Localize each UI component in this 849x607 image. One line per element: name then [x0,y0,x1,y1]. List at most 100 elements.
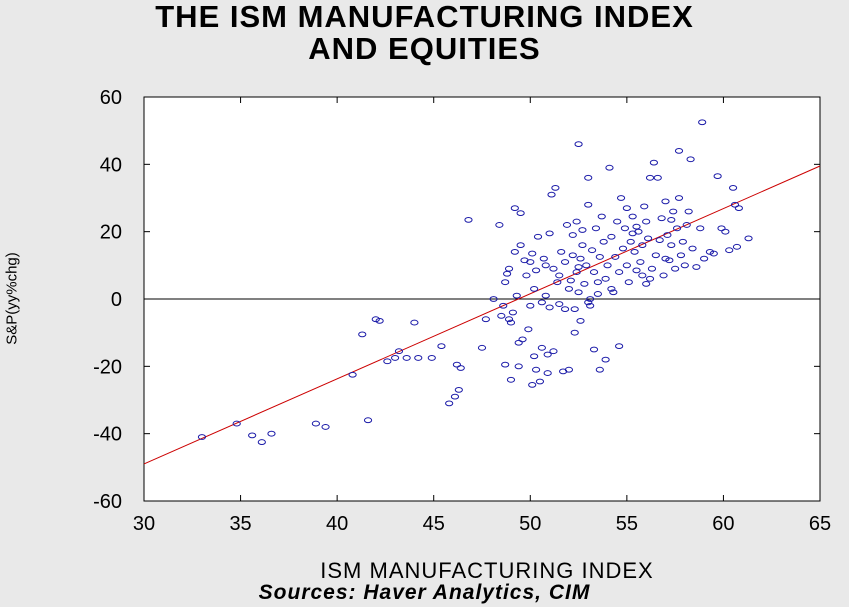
data-point [566,277,575,284]
data-point [632,267,641,274]
data-point [568,252,577,259]
data-point [526,259,535,265]
data-point [698,119,707,126]
x-tick-label: 35 [229,513,251,535]
data-point [248,432,257,439]
y-tick-label: 60 [100,87,122,109]
y-tick-label: -60 [93,491,122,513]
data-point [667,216,676,223]
data-point [611,254,620,260]
data-point [576,317,585,324]
data-point [688,245,697,252]
data-point [601,356,610,363]
data-point [696,225,705,232]
data-point [454,387,463,393]
data-point [535,378,545,385]
data-point [692,264,701,270]
data-point [674,147,684,154]
data-point [456,365,465,371]
data-point [427,355,436,361]
data-point [501,361,510,368]
data-point [549,265,558,272]
data-point [642,280,651,287]
data-point [586,296,595,302]
data-point [574,264,583,270]
data-point [402,355,411,361]
data-point [363,417,373,424]
data-point [676,252,686,259]
data-point [541,262,550,269]
data-point [530,353,539,360]
y-tick-label: -40 [93,424,122,446]
data-point [638,242,647,249]
data-point [595,366,604,373]
data-point [551,185,560,191]
data-point [549,348,558,355]
x-tick-label: 60 [712,513,734,535]
data-point [564,286,574,292]
data-point [528,381,537,388]
data-point [506,319,516,326]
data-point [618,245,628,252]
data-point [624,279,633,286]
data-point [615,343,624,350]
data-point [477,344,487,351]
data-point [543,370,552,376]
x-tick-label: 45 [423,513,445,535]
x-tick-label: 30 [133,513,155,535]
data-point [501,279,510,286]
source-note: Sources: Haver Analytics, CIM [258,581,591,604]
data-point [557,248,566,255]
data-point [584,201,593,208]
data-point [622,262,631,269]
data-point [497,312,506,319]
data-point [510,205,519,212]
data-point [642,218,651,225]
data-point [539,255,548,262]
data-point [645,275,655,282]
data-point [593,291,602,297]
data-point [257,439,266,445]
regression-line [143,165,821,465]
data-point [516,242,525,249]
data-point [626,238,635,245]
data-point [506,376,516,383]
data-point [578,242,587,249]
data-point [597,213,606,220]
x-tick-label: 50 [519,513,541,535]
data-point [267,430,276,437]
data-point [232,420,241,427]
data-point [622,205,631,212]
data-point [657,215,666,222]
data-point [721,228,730,235]
data-point [383,358,392,365]
y-tick-label: -20 [93,356,122,378]
data-point [638,272,647,279]
x-tick-label: 40 [326,513,348,535]
data-point [578,227,587,233]
data-point [358,331,367,338]
data-point [613,218,622,225]
x-tick-label: 65 [809,513,831,535]
data-point [661,198,670,205]
data-point [678,238,687,245]
data-point [464,216,473,223]
data-point [524,326,533,333]
data-point [572,218,581,225]
data-point [564,366,574,373]
data-point [680,262,689,269]
data-point [348,371,357,378]
data-point [728,185,738,191]
data-point [514,363,523,370]
data-point [570,329,579,336]
data-point [593,279,602,286]
data-point [553,279,562,286]
data-point [667,242,676,249]
data-point [560,259,570,265]
chart-title-line2: AND EQUITIES [308,31,541,66]
data-point [545,230,554,237]
data-point [605,164,614,171]
data-point [636,259,645,265]
x-tick-label: 55 [616,513,638,535]
